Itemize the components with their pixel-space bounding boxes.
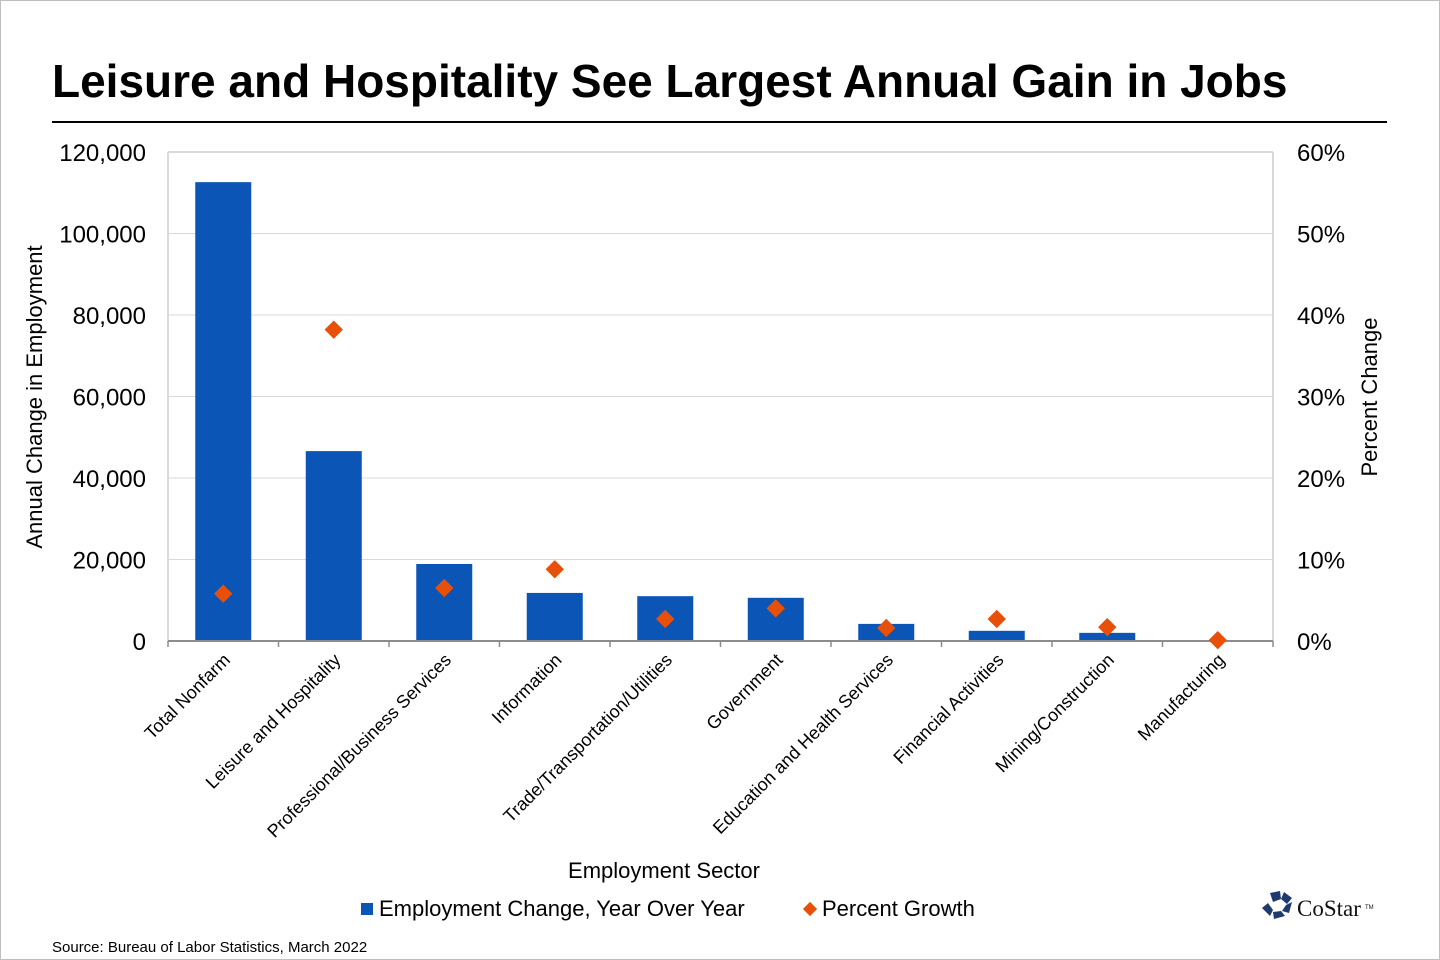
- y-tick-label: 60,000: [73, 385, 146, 412]
- svg-text:TM: TM: [1365, 905, 1374, 911]
- legend: Employment Change, Year Over Year Percen…: [361, 896, 975, 921]
- x-tick-label: Manufacturing: [1134, 650, 1229, 745]
- legend-bar-label: Employment Change, Year Over Year: [379, 896, 745, 921]
- bar-3: [526, 592, 583, 641]
- y2-tick-label: 40%: [1297, 303, 1345, 330]
- y2-tick-label: 20%: [1297, 466, 1345, 493]
- percent-marker-7: [987, 609, 1006, 629]
- y-axis-label: Annual Change in Employment: [22, 245, 47, 548]
- bar-0: [195, 182, 252, 641]
- y-tick-label: 120,000: [59, 140, 146, 167]
- x-tick-label: Mining/Construction: [991, 650, 1118, 777]
- y2-axis-label: Percent Change: [1357, 318, 1382, 477]
- x-tick-label: Government: [702, 650, 786, 734]
- x-tick-label: Financial Activities: [889, 650, 1007, 768]
- bar-2: [416, 563, 473, 641]
- y2-tick-label: 60%: [1297, 140, 1345, 167]
- y-tick-label: 20,000: [73, 548, 146, 575]
- percent-marker-3: [545, 560, 564, 579]
- percent-marker-0: [214, 584, 233, 603]
- costar-logo: CoStar TM: [1262, 891, 1374, 921]
- y2-tick-label: 50%: [1297, 222, 1345, 249]
- y-tick-label: 80,000: [73, 303, 146, 330]
- percent-marker-4: [656, 609, 675, 629]
- x-axis-label: Employment Sector: [568, 858, 760, 883]
- legend-percent-label: Percent Growth: [822, 896, 975, 921]
- percent-marker-8: [1098, 617, 1117, 637]
- x-tick-label: Information: [488, 650, 566, 728]
- bar-8: [1079, 632, 1136, 641]
- percent-marker-2: [435, 578, 454, 598]
- percent-marker-5: [766, 599, 785, 618]
- source-note: Source: Bureau of Labor Statistics, Marc…: [52, 939, 367, 956]
- y2-tick-label: 30%: [1297, 385, 1345, 412]
- y-tick-label: 100,000: [59, 222, 146, 249]
- x-tick-label: Total Nonfarm: [141, 650, 234, 743]
- y-tick-label: 0: [133, 629, 146, 656]
- costar-star-icon: [1262, 891, 1292, 919]
- y2-tick-label: 10%: [1297, 548, 1345, 575]
- legend-diamond-swatch: [802, 901, 818, 917]
- x-tick-label: Professional/Business Services: [263, 650, 455, 842]
- percent-marker-9: [1208, 630, 1227, 650]
- percent-marker-6: [877, 618, 896, 638]
- x-tick-label: Education and Health Services: [709, 650, 897, 838]
- chart-title: Leisure and Hospitality See Largest Annu…: [52, 55, 1287, 107]
- bar-1: [305, 451, 362, 641]
- percent-marker-1: [324, 320, 343, 339]
- bar-7: [968, 630, 1025, 641]
- legend-bar-swatch: [361, 903, 373, 915]
- y-tick-label: 40,000: [73, 466, 146, 493]
- svg-text:CoStar: CoStar: [1297, 896, 1361, 921]
- y2-tick-label: 0%: [1297, 629, 1332, 656]
